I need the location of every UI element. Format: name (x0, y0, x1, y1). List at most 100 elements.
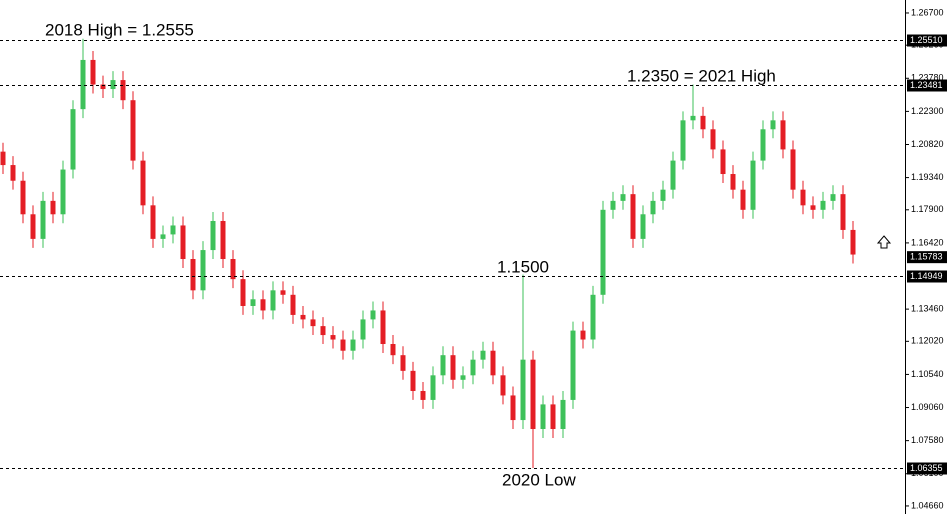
level-label-box (907, 462, 947, 475)
y-tick-label: 1.07580 (911, 435, 944, 445)
level-label-box (907, 79, 947, 92)
candle-body (610, 200, 616, 210)
candle-body (600, 209, 606, 295)
y-tick-label: 1.12020 (911, 336, 944, 346)
candle-body (170, 225, 176, 235)
y-tick-label: 1.22300 (911, 106, 944, 116)
level-label-box (907, 34, 947, 47)
candle-body (160, 234, 166, 239)
candle-body (770, 120, 776, 130)
candle-body (660, 189, 666, 201)
candle-body (590, 294, 596, 340)
candle-body (40, 200, 46, 239)
candle-body (840, 194, 846, 230)
candle-body (620, 194, 626, 201)
y-tick-label: 1.10540 (911, 369, 944, 379)
candle-body (690, 115, 696, 121)
candle-body (640, 214, 646, 239)
candle-body (730, 174, 736, 190)
candle-body (90, 59, 96, 85)
annotation: 1.2350 = 2021 High (627, 66, 776, 85)
candle-body (50, 200, 56, 215)
candle-body (490, 350, 496, 376)
y-tick-label: 1.13460 (911, 303, 944, 313)
candle-body (440, 355, 446, 376)
candle-body (800, 189, 806, 206)
candle-body (480, 350, 486, 360)
candle-body (790, 149, 796, 190)
candle-body (290, 294, 296, 315)
candle-body (430, 375, 436, 400)
candle-body (550, 404, 556, 430)
y-tick-label: 1.20820 (911, 139, 944, 149)
candle-body (370, 310, 376, 320)
candle-body (390, 344, 396, 356)
candle-body (630, 194, 636, 239)
candle-body (540, 404, 546, 430)
level-label: 1.14949 (910, 271, 943, 281)
candle-body (280, 290, 286, 295)
last-price-label: 1.15783 (910, 252, 943, 262)
candle-body (190, 259, 196, 291)
candle-body (810, 205, 816, 210)
candle-body (720, 149, 726, 175)
candle-body (120, 80, 126, 101)
level-label: 1.06355 (910, 463, 943, 473)
candle-body (130, 100, 136, 161)
candle-body (460, 375, 466, 380)
candle-body (320, 326, 326, 336)
up-arrow-icon (876, 235, 892, 249)
candle-body (650, 200, 656, 215)
y-tick-label: 1.19340 (911, 172, 944, 182)
candle-body (220, 220, 226, 260)
candle-body (580, 330, 586, 340)
y-tick-label: 1.17900 (911, 204, 944, 214)
candle-body (330, 335, 336, 340)
candle-body (700, 115, 706, 130)
candle-body (410, 370, 416, 391)
candle-body (570, 330, 576, 400)
candle-body (260, 299, 266, 311)
candle-body (710, 129, 716, 150)
candle-body (400, 355, 406, 371)
candle-body (360, 319, 366, 340)
annotation: 2018 High = 1.2555 (45, 20, 194, 39)
last-price-box (907, 251, 947, 264)
candle-body (750, 160, 756, 210)
y-tick-label: 1.23780 (911, 73, 944, 83)
candle-body (380, 310, 386, 345)
candle-body (0, 151, 6, 166)
candle-body (210, 220, 216, 251)
candle-body (850, 229, 856, 255)
candle-body (470, 359, 476, 376)
candle-body (820, 200, 826, 210)
candle-body (450, 355, 456, 380)
candle-body (270, 290, 276, 311)
candle-body (340, 339, 346, 351)
candle-body (20, 180, 26, 215)
level-label: 1.23481 (910, 80, 943, 90)
candle-body (100, 84, 106, 90)
candle-body (780, 120, 786, 150)
candle-body (70, 109, 76, 170)
candle-body (250, 299, 256, 306)
candle-body (760, 129, 766, 161)
level-label-box (907, 270, 947, 283)
candle-body (500, 375, 506, 396)
candle-body (180, 225, 186, 260)
candle-body (140, 160, 146, 206)
y-tick-label: 1.16420 (911, 237, 944, 247)
candle-body (680, 120, 686, 161)
annotation: 2020 Low (502, 470, 576, 489)
level-label: 1.25510 (910, 35, 943, 45)
candle-body (80, 59, 86, 110)
candle-body (240, 279, 246, 306)
y-tick-label: 1.26700 (911, 7, 944, 17)
y-tick-label: 1.04660 (911, 500, 944, 510)
candle-body (110, 80, 116, 90)
candle-body (510, 395, 516, 421)
candle-body (740, 189, 746, 210)
candle-body (420, 390, 426, 400)
